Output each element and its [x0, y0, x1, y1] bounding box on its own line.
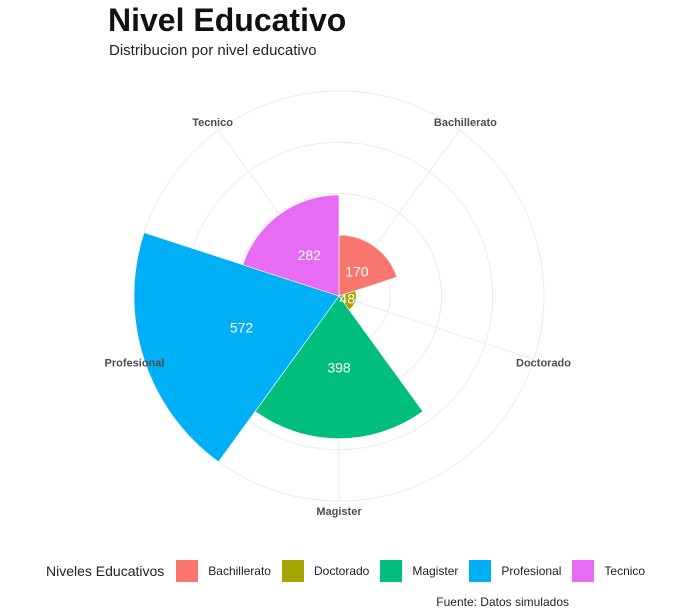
legend-title: Niveles Educativos	[46, 563, 165, 579]
bar-tecnico	[242, 194, 340, 297]
axis-label-magister: Magister	[316, 506, 362, 518]
value-label-magister: 398	[327, 359, 351, 375]
legend-swatch	[572, 560, 595, 582]
legend-swatch	[176, 560, 199, 582]
axis-label-bachillerato: Bachillerato	[434, 117, 497, 129]
chart-subtitle: Distribucion por nivel educativo	[109, 42, 317, 59]
legend-item-tecnico: Tecnico	[572, 560, 645, 582]
chart-title: Nivel Educativo	[108, 2, 347, 38]
legend-swatch	[380, 560, 403, 582]
axis-label-tecnico: Tecnico	[192, 117, 233, 129]
legend-item-doctorado: Doctorado	[281, 560, 370, 582]
axis-label-doctorado: Doctorado	[516, 357, 571, 369]
bar-profesional	[133, 232, 340, 463]
value-label-doctorado: 48	[339, 291, 355, 307]
legend-item-profesional: Profesional	[469, 560, 561, 582]
axis-label-profesional: Profesional	[105, 357, 165, 369]
value-label-profesional: 572	[230, 320, 254, 336]
legend: Niveles Educativos Bachillerato Doctorado…	[46, 558, 656, 584]
bar-bachillerato	[338, 234, 398, 297]
value-label-tecnico: 282	[298, 247, 322, 263]
category-axis-labels: Bachillerato Doctorado Magister Profesional…	[105, 117, 572, 518]
chart-caption: Fuente: Datos simulados	[436, 595, 569, 609]
legend-items: Bachillerato Doctorado Magister Profesional…	[176, 560, 656, 582]
polar-bar-chart: 170 48 398 572 282 Bachillerato Doctorado Magi…	[105, 90, 572, 518]
legend-label: Tecnico	[604, 564, 646, 578]
legend-item-magister: Magister	[380, 560, 458, 582]
value-label-bachillerato: 170	[345, 263, 369, 279]
legend-label: Magister	[412, 564, 459, 578]
legend-label: Bachillerato	[208, 564, 271, 578]
legend-swatch	[281, 560, 304, 582]
bar-magister	[254, 295, 424, 439]
value-labels: 170 48 398 572 282	[230, 247, 369, 375]
legend-swatch	[469, 560, 492, 582]
bars	[133, 194, 424, 463]
legend-label: Profesional	[501, 564, 562, 578]
legend-item-bachillerato: Bachillerato	[176, 560, 271, 582]
grid-spoke	[338, 295, 535, 360]
legend-label: Doctorado	[313, 564, 370, 578]
